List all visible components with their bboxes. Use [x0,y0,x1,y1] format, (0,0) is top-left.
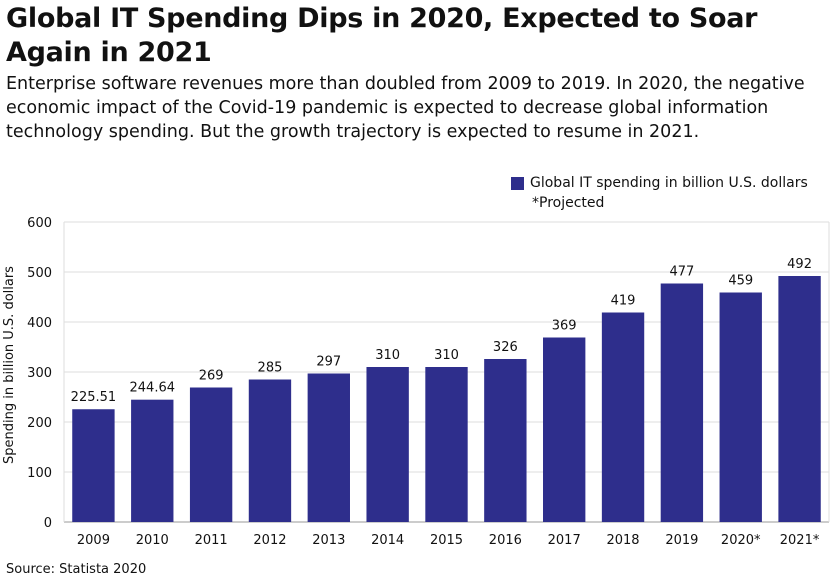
legend-label: Global IT spending in billion U.S. dolla… [530,175,808,191]
y-tick-label: 400 [27,316,52,331]
bar [307,373,350,522]
bar [248,379,292,522]
legend-swatch [511,176,524,190]
x-tick-label: 2009 [77,533,110,548]
bar [601,312,645,522]
bar-value-label: 244.64 [130,381,176,396]
bar-value-label: 285 [258,361,283,376]
bar-value-label: 326 [493,340,518,355]
bar [131,399,174,522]
bar-value-label: 492 [787,257,812,272]
x-tick-label: 2019 [665,533,698,548]
x-tick-label: 2011 [195,533,228,548]
bar [72,409,115,522]
bar-value-label: 459 [728,274,753,289]
bar [484,359,527,522]
x-tick-label: 2017 [548,533,581,548]
y-tick-label: 500 [27,266,52,281]
legend: Global IT spending in billion U.S. dolla… [511,173,808,213]
y-tick-label: 100 [27,466,52,481]
bar-value-label: 310 [375,348,400,363]
y-tick-label: 600 [27,216,52,231]
bar-value-label: 310 [434,348,459,363]
bar-value-label: 477 [669,265,694,280]
bar [189,387,233,522]
bar [660,283,704,522]
source-note: Source: Statista 2020 [6,562,147,577]
bars [72,276,821,522]
x-axis-ticks: 2009 2010 2011 2012 2013 2014 2015 2016 2017 2018… [77,533,820,548]
x-tick-label: 2020* [721,533,761,548]
bar [778,276,821,522]
y-axis-label: Spending in billion U.S. dollars [2,266,17,464]
x-tick-label: 2018 [606,533,639,548]
x-tick-label: 2021* [780,533,820,548]
y-tick-label: 300 [27,366,52,381]
bar-value-label: 269 [199,369,224,384]
x-tick-label: 2013 [312,533,345,548]
x-tick-label: 2014 [371,533,404,548]
bar [719,292,762,522]
x-tick-label: 2010 [136,533,169,548]
y-axis-ticks: 0 100 200 300 400 500 600 [27,216,52,531]
bar-value-label: 419 [611,294,636,309]
bar-value-label: 297 [316,355,341,370]
x-tick-label: 2016 [489,533,522,548]
bar [425,367,468,522]
chart-subtitle: Enterprise software revenues more than d… [6,74,805,142]
bar [366,367,409,522]
x-tick-label: 2012 [253,533,286,548]
projected-note: *Projected [532,195,605,211]
legend-item: Global IT spending in billion U.S. dolla… [511,173,808,193]
bar [543,337,586,522]
bar-value-label: 369 [552,319,577,334]
bar-value-label: 225.51 [71,390,117,405]
value-labels: 225.51 244.64 269 285 297 310 310 326 369 419 477 4… [71,257,812,405]
chart-title: Global IT Spending Dips in 2020, Expecte… [6,3,758,68]
x-tick-label: 2015 [430,533,463,548]
y-tick-label: 0 [44,516,52,531]
y-tick-label: 200 [27,416,52,431]
